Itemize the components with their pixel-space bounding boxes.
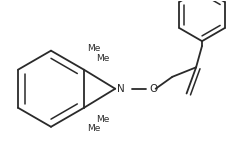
Text: Me: Me [88, 124, 101, 133]
Text: Me: Me [96, 115, 109, 124]
Text: Me: Me [96, 54, 109, 63]
Text: O: O [150, 84, 158, 94]
Text: Me: Me [88, 44, 101, 53]
Text: N: N [117, 84, 125, 94]
